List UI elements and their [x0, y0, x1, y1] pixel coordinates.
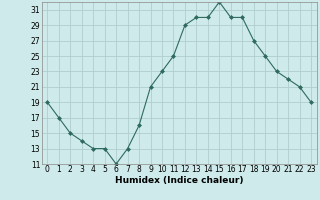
X-axis label: Humidex (Indice chaleur): Humidex (Indice chaleur): [115, 176, 244, 185]
